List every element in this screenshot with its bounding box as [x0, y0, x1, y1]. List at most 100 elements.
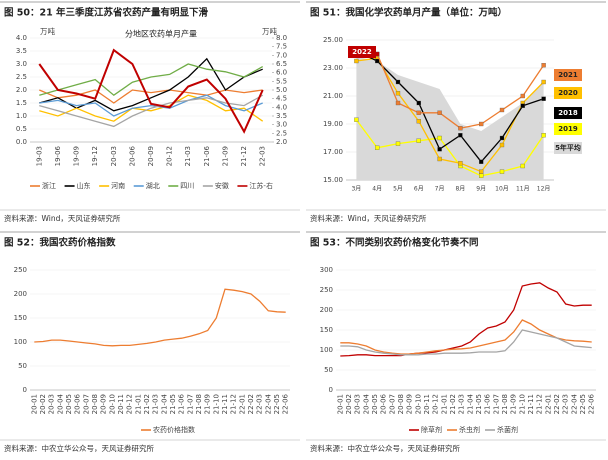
x-tick-label: 20-06 — [380, 393, 388, 414]
series-line — [356, 57, 545, 173]
y2-tick-label: 7.0 — [276, 51, 287, 59]
marker — [499, 169, 505, 174]
y2-tick-label: 4.0 — [276, 103, 287, 111]
panel-title: 图 53：不同类别农药价格变化节奏不同 — [310, 237, 479, 249]
marker — [395, 100, 401, 106]
source: 资料来源：Wind，天风证券研究所 — [4, 213, 121, 223]
series-line — [39, 94, 264, 122]
x-tick-label: 21-03 — [184, 146, 192, 166]
x-tick-label: 20-08 — [91, 394, 99, 414]
y-tick-label: 250 — [14, 266, 27, 274]
x-tick-label: 20-03 — [110, 146, 118, 166]
x-tick-label: 20-08 — [397, 394, 405, 414]
x-tick-label: 20-09 — [100, 394, 108, 414]
y-tick-label: 23.00 — [323, 64, 343, 72]
y-tick-label: 0.0 — [16, 138, 27, 146]
marker — [479, 169, 484, 174]
x-tick-label: 20-07 — [388, 394, 396, 414]
legend-label: 5年平均 — [555, 143, 581, 152]
series-line — [34, 288, 286, 347]
x-tick-label: 20-03 — [354, 394, 362, 414]
series-line — [356, 53, 545, 129]
legend-label: 农药价格指数 — [153, 425, 195, 434]
source: 资料来源：Wind，天风证券研究所 — [310, 213, 427, 223]
marker — [541, 96, 546, 101]
y-tick-label: 25.00 — [323, 36, 343, 44]
y-tick-label: 0 — [329, 386, 333, 394]
series-line — [340, 329, 592, 356]
marker — [375, 145, 380, 150]
x-tick-label: 21-10 — [212, 394, 220, 414]
x-tick-label: 20-09 — [147, 146, 155, 166]
x-tick-label: 19-06 — [54, 145, 62, 166]
y-tick-label: 150 — [320, 326, 333, 334]
y-tick-label: 2.0 — [16, 86, 27, 94]
x-tick-label: 20-12 — [126, 394, 134, 414]
y-tick-label: 100 — [320, 346, 333, 354]
legend-label: 杀虫剂 — [459, 425, 480, 434]
marker — [458, 133, 463, 138]
x-tick-label: 22-01 — [238, 394, 246, 414]
x-tick-label: 20-12 — [166, 146, 174, 166]
marker — [416, 138, 421, 143]
legend-label: 2018 — [558, 109, 578, 117]
x-tick-label: 20-02 — [39, 394, 47, 414]
legend-label: 2019 — [558, 125, 578, 133]
legend-label: 2020 — [558, 89, 578, 97]
legend-box — [554, 142, 582, 154]
annotation: 万吨 — [262, 26, 277, 36]
legend-box — [554, 69, 582, 81]
legend-box — [554, 107, 582, 119]
x-tick-label: 20-07 — [82, 394, 90, 414]
series-line — [39, 94, 264, 128]
y2-tick-label: 3.0 — [276, 121, 287, 129]
x-tick-label: 21-10 — [518, 394, 526, 414]
x-tick-label: 20-01 — [336, 394, 344, 414]
x-tick-label: 5月 — [393, 186, 403, 193]
legend-box — [348, 46, 376, 58]
marker — [499, 135, 505, 141]
x-tick-label: 20-11 — [423, 394, 431, 414]
y-tick-label: 250 — [320, 286, 333, 294]
series-line — [356, 50, 544, 163]
x-tick-label: 20-05 — [65, 394, 73, 414]
legend-label: 杀菌剂 — [497, 425, 518, 434]
marker — [520, 163, 525, 169]
x-tick-label: 21-12 — [230, 394, 238, 414]
y2-tick-label: 3.5 — [276, 112, 287, 120]
x-tick-label: 22-04 — [264, 393, 272, 414]
marker — [437, 156, 442, 162]
y-tick-label: 50 — [18, 362, 27, 370]
x-tick-label: 21-12 — [536, 394, 544, 414]
x-tick-label: 20-11 — [117, 394, 125, 414]
x-tick-label: 21-09 — [221, 146, 229, 166]
x-tick-label: 22-03 — [256, 394, 264, 414]
y2-tick-label: 4.5 — [276, 95, 287, 103]
series-line — [355, 119, 545, 177]
x-tick-label: 21-02 — [143, 394, 151, 414]
y2-tick-label: 6.0 — [276, 69, 287, 77]
annotation: 万吨 — [40, 26, 55, 36]
legend-label: 除草剂 — [421, 425, 442, 434]
y-tick-label: 0.5 — [16, 125, 27, 133]
x-tick-label: 12月 — [537, 186, 551, 193]
marker — [479, 173, 484, 178]
x-tick-label: 21-01 — [134, 394, 142, 414]
y2-tick-label: 5.5 — [276, 77, 287, 85]
y-tick-label: 4.0 — [16, 34, 27, 42]
x-tick-label: 20-06 — [128, 145, 136, 166]
y-tick-label: 0 — [23, 386, 27, 394]
legend-label: 湖北 — [146, 181, 160, 190]
x-tick-label: 11月 — [516, 186, 530, 193]
x-tick-label: 21-07 — [186, 394, 194, 414]
x-tick-label: 22-05 — [273, 394, 281, 414]
series-line — [39, 63, 264, 97]
x-tick-label: 21-06 — [203, 145, 211, 166]
y-tick-label: 2.5 — [16, 73, 27, 81]
x-tick-label: 20-06 — [74, 393, 82, 414]
panel-title: 图 52：我国农药价格指数 — [4, 237, 116, 249]
x-tick-label: 7月 — [435, 186, 445, 193]
y-tick-label: 19.00 — [323, 120, 343, 128]
x-tick-label: 21-05 — [475, 394, 483, 414]
